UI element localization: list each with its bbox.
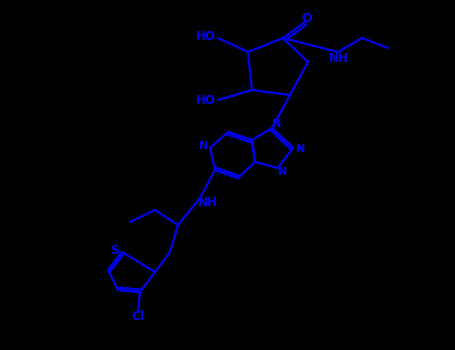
Text: N: N — [273, 119, 282, 129]
Text: N: N — [199, 141, 209, 151]
Text: N: N — [278, 167, 288, 177]
Text: HO: HO — [196, 94, 216, 107]
Text: HO: HO — [196, 30, 216, 43]
Text: NH: NH — [198, 196, 218, 210]
Text: N: N — [296, 144, 306, 154]
Text: Cl: Cl — [131, 310, 145, 323]
Text: NH: NH — [329, 51, 349, 64]
Text: S: S — [111, 244, 120, 257]
Text: O: O — [302, 13, 312, 26]
